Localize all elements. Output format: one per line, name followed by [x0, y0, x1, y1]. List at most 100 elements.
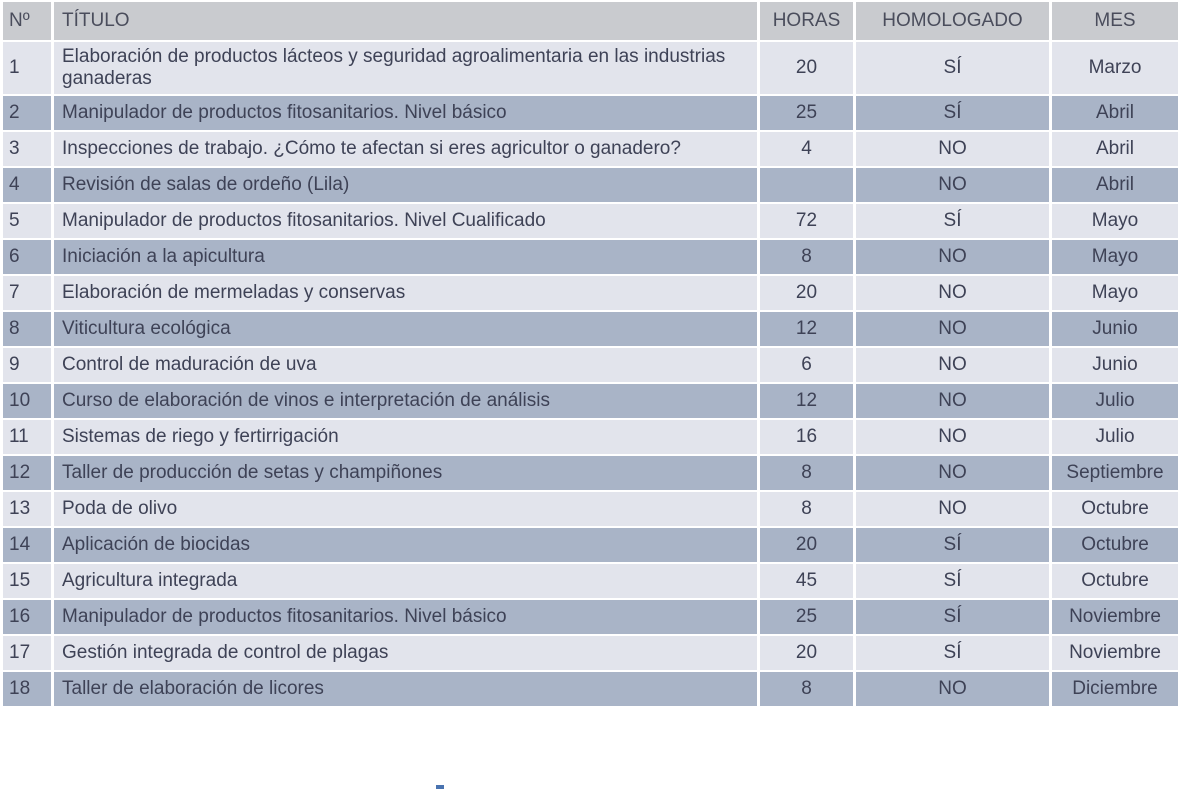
cell-num: 2	[3, 96, 51, 130]
cell-hours: 8	[760, 240, 853, 274]
cell-num: 5	[3, 204, 51, 238]
header-num: Nº	[3, 2, 51, 40]
cell-homologated: SÍ	[856, 42, 1049, 94]
cell-title: Gestión integrada de control de plagas	[54, 636, 757, 670]
cell-num: 17	[3, 636, 51, 670]
cell-num: 16	[3, 600, 51, 634]
table-row: 5 Manipulador de productos fitosanitarios…	[3, 204, 1178, 238]
courses-table: Nº TÍTULO HORAS HOMOLOGADO MES 1 Elaborac…	[3, 2, 1178, 706]
table-row: 17 Gestión integrada de control de plagas…	[3, 636, 1178, 670]
cell-num: 11	[3, 420, 51, 454]
cell-num: 6	[3, 240, 51, 274]
cell-title: Taller de producción de setas y champiño…	[54, 456, 757, 490]
header-month: MES	[1052, 2, 1178, 40]
cell-num: 18	[3, 672, 51, 706]
cell-num: 10	[3, 384, 51, 418]
cell-month: Abril	[1052, 96, 1178, 130]
cell-month: Abril	[1052, 168, 1178, 202]
cell-month: Mayo	[1052, 276, 1178, 310]
cell-hours: 20	[760, 276, 853, 310]
table-row: 3 Inspecciones de trabajo. ¿Cómo te afect…	[3, 132, 1178, 166]
cell-title: Sistemas de riego y fertirrigación	[54, 420, 757, 454]
cell-hours: 20	[760, 42, 853, 94]
cell-month: Septiembre	[1052, 456, 1178, 490]
cell-title: Inspecciones de trabajo. ¿Cómo te afecta…	[54, 132, 757, 166]
cell-num: 8	[3, 312, 51, 346]
cell-month: Julio	[1052, 420, 1178, 454]
cell-title: Revisión de salas de ordeño (Lila)	[54, 168, 757, 202]
cell-hours: 8	[760, 672, 853, 706]
header-hours: HORAS	[760, 2, 853, 40]
table-row: 15 Agricultura integrada 45 SÍ Octubre	[3, 564, 1178, 598]
cell-homologated: SÍ	[856, 564, 1049, 598]
cell-hours: 8	[760, 492, 853, 526]
cell-month: Octubre	[1052, 492, 1178, 526]
cell-hours: 20	[760, 636, 853, 670]
cell-title: Control de maduración de uva	[54, 348, 757, 382]
cell-num: 14	[3, 528, 51, 562]
table-row: 2 Manipulador de productos fitosanitarios…	[3, 96, 1178, 130]
cell-num: 3	[3, 132, 51, 166]
cell-title: Elaboración de mermeladas y conservas	[54, 276, 757, 310]
cell-title: Iniciación a la apicultura	[54, 240, 757, 274]
table-row: 4 Revisión de salas de ordeño (Lila) NO Abr…	[3, 168, 1178, 202]
cell-title: Manipulador de productos fitosanitarios.…	[54, 96, 757, 130]
cell-month: Mayo	[1052, 204, 1178, 238]
cell-hours: 12	[760, 312, 853, 346]
cell-homologated: SÍ	[856, 96, 1049, 130]
cell-num: 12	[3, 456, 51, 490]
cell-num: 7	[3, 276, 51, 310]
cell-month: Noviembre	[1052, 600, 1178, 634]
cell-month: Junio	[1052, 348, 1178, 382]
cell-title: Taller de elaboración de licores	[54, 672, 757, 706]
cell-title: Elaboración de productos lácteos y segur…	[54, 42, 757, 94]
cell-homologated: SÍ	[856, 204, 1049, 238]
cell-hours: 6	[760, 348, 853, 382]
cell-hours	[760, 168, 853, 202]
cell-homologated: NO	[856, 240, 1049, 274]
cell-num: 1	[3, 42, 51, 94]
table-row: 8 Viticultura ecológica 12 NO Junio	[3, 312, 1178, 346]
cell-homologated: NO	[856, 132, 1049, 166]
cell-title: Aplicación de biocidas	[54, 528, 757, 562]
table-row: 12 Taller de producción de setas y champi…	[3, 456, 1178, 490]
cell-homologated: NO	[856, 348, 1049, 382]
cell-title: Manipulador de productos fitosanitarios.…	[54, 600, 757, 634]
cell-homologated: NO	[856, 672, 1049, 706]
cell-month: Junio	[1052, 312, 1178, 346]
table-row: 11 Sistemas de riego y fertirrigación 16 NO…	[3, 420, 1178, 454]
cell-hours: 20	[760, 528, 853, 562]
table-row: 9 Control de maduración de uva 6 NO Junio	[3, 348, 1178, 382]
table-row: 1 Elaboración de productos lácteos y segu…	[3, 42, 1178, 94]
cell-homologated: NO	[856, 384, 1049, 418]
cell-num: 13	[3, 492, 51, 526]
header-title: TÍTULO	[54, 2, 757, 40]
cell-title: Agricultura integrada	[54, 564, 757, 598]
cell-hours: 25	[760, 96, 853, 130]
table-body: 1 Elaboración de productos lácteos y segu…	[3, 42, 1178, 706]
table-row: 13 Poda de olivo 8 NO Octubre	[3, 492, 1178, 526]
cell-title: Poda de olivo	[54, 492, 757, 526]
page-mark	[436, 785, 444, 789]
cell-homologated: NO	[856, 168, 1049, 202]
table-row: 7 Elaboración de mermeladas y conservas 20…	[3, 276, 1178, 310]
cell-homologated: NO	[856, 492, 1049, 526]
cell-num: 9	[3, 348, 51, 382]
cell-homologated: NO	[856, 420, 1049, 454]
cell-title: Manipulador de productos fitosanitarios.…	[54, 204, 757, 238]
cell-title: Viticultura ecológica	[54, 312, 757, 346]
table-row: 16 Manipulador de productos fitosanitario…	[3, 600, 1178, 634]
cell-month: Julio	[1052, 384, 1178, 418]
table-row: 14 Aplicación de biocidas 20 SÍ Octubre	[3, 528, 1178, 562]
cell-month: Abril	[1052, 132, 1178, 166]
table-row: 6 Iniciación a la apicultura 8 NO Mayo	[3, 240, 1178, 274]
header-homologated: HOMOLOGADO	[856, 2, 1049, 40]
cell-hours: 72	[760, 204, 853, 238]
cell-homologated: SÍ	[856, 600, 1049, 634]
cell-hours: 16	[760, 420, 853, 454]
table-header: Nº TÍTULO HORAS HOMOLOGADO MES	[3, 2, 1178, 40]
cell-hours: 25	[760, 600, 853, 634]
cell-hours: 12	[760, 384, 853, 418]
cell-month: Mayo	[1052, 240, 1178, 274]
cell-month: Octubre	[1052, 528, 1178, 562]
